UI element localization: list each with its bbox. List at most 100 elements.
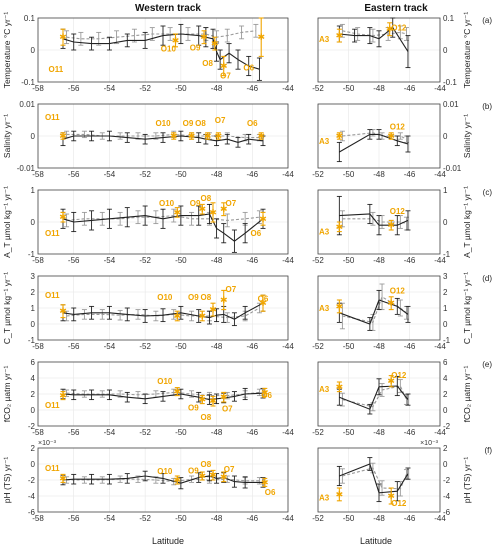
- y-tick-label: -1: [28, 336, 36, 345]
- x-tick-label: -50: [343, 428, 355, 437]
- obs-marker: ✱: [215, 132, 223, 142]
- x-tick-label: -48: [373, 428, 385, 437]
- obs-label: O8: [201, 413, 212, 422]
- obs-label: O8: [201, 460, 212, 469]
- panel-letter: (b): [482, 102, 492, 111]
- obs-label: O9: [188, 466, 199, 475]
- panel-e-western: -2 0 2 4 6 -58 -56 -54 -52 -50 -48 -46 -44 fCO₂ µatm …: [2, 358, 294, 437]
- obs-label: O7: [220, 72, 231, 81]
- panel-letter: (f): [484, 446, 492, 455]
- obs-label: O12: [391, 499, 407, 508]
- x-tick-label: -58: [32, 342, 44, 351]
- obs-marker: ✱: [259, 299, 267, 309]
- y-tick-label: 0: [443, 46, 448, 55]
- axes-frame: [317, 103, 441, 169]
- obs-marker: ✱: [174, 388, 182, 398]
- y-tick-label: 2: [443, 444, 448, 453]
- y-tick-label: 0: [443, 218, 448, 227]
- y-tick-label: -1: [28, 250, 36, 259]
- obs-label: O8: [201, 194, 212, 203]
- y-tick-label: 0: [31, 132, 36, 141]
- obs-marker: ✱: [386, 25, 394, 35]
- obs-marker: ✱: [199, 205, 207, 215]
- obs-label: O6: [261, 391, 272, 400]
- obs-label: O9: [183, 119, 194, 128]
- obs-marker: ✱: [209, 306, 217, 316]
- grey-series-line: [66, 478, 260, 483]
- y-axis-label: C_T µmol kg⁻¹ yr⁻¹: [2, 272, 12, 344]
- x-tick-label: -56: [68, 428, 80, 437]
- x-tick-label: -44: [282, 256, 294, 265]
- x-tick-label: -44: [282, 428, 294, 437]
- x-tick-label: -52: [139, 170, 151, 179]
- grey-series-line: [342, 295, 407, 324]
- obs-marker: ✱: [59, 392, 67, 402]
- axes-frame: [37, 189, 289, 255]
- x-tick-label: -58: [32, 428, 44, 437]
- obs-marker: ✱: [170, 132, 178, 142]
- panel-b-western: -0.01 0 0.01 -58 -56 -54 -52 -50 -48 -46 -44 Salini…: [2, 100, 294, 179]
- obs-label: O11: [45, 113, 60, 122]
- axes-frame: [37, 447, 289, 513]
- obs-marker: ✱: [209, 208, 217, 218]
- x-tick-label: -48: [211, 170, 223, 179]
- y-tick-label: -1: [443, 336, 451, 345]
- x-tick-label: -46: [247, 84, 259, 93]
- x-tick-label: -50: [175, 428, 187, 437]
- obs-label: O10: [157, 467, 173, 476]
- obs-label: A3: [319, 228, 330, 237]
- obs-marker: ✱: [220, 473, 228, 483]
- obs-marker: ✱: [387, 492, 395, 502]
- y-tick-label: 4: [443, 374, 448, 383]
- y-tick-label: 0.01: [443, 100, 459, 109]
- x-tick-label: -46: [404, 84, 416, 93]
- obs-label: O10: [157, 293, 173, 302]
- obs-label: A3: [319, 35, 330, 44]
- panels: -0.100.1-58 -56 -54 -52 -50 -48 -46 -44Temperat…: [2, 12, 492, 523]
- x-tick-label: -50: [175, 170, 187, 179]
- x-tick-label: -46: [247, 256, 259, 265]
- x-tick-label: -46: [404, 342, 416, 351]
- x-tick-label: -52: [312, 84, 324, 93]
- obs-marker: ✱: [199, 312, 207, 322]
- x-tick-label: -50: [175, 342, 187, 351]
- y-axis-label: pH (TS) yr⁻¹: [462, 457, 472, 504]
- eastern-track-header: Eastern track: [364, 3, 428, 14]
- y-axis-label: fCO₂ µatm yr⁻¹: [462, 366, 472, 423]
- obs-marker: ✱: [174, 312, 182, 322]
- x-tick-label: -52: [139, 256, 151, 265]
- axes-frame: [317, 361, 441, 427]
- obs-marker: ✱: [257, 132, 265, 142]
- obs-label: O10: [159, 199, 175, 208]
- y-tick-label: 0.1: [443, 14, 455, 23]
- grey-series-line: [342, 30, 407, 37]
- axes-frame: [317, 275, 441, 341]
- obs-marker: ✱: [387, 377, 395, 387]
- x-tick-label: -48: [373, 342, 385, 351]
- x-tick-label: -44: [282, 514, 294, 523]
- x-tick-label: -50: [343, 514, 355, 523]
- eastern-xlabel: Latitude: [360, 536, 392, 546]
- obs-marker: ✱: [211, 40, 219, 50]
- obs-label: O8: [201, 293, 212, 302]
- obs-label: O10: [161, 44, 177, 53]
- axes-frame: [37, 275, 289, 341]
- obs-label: O8: [195, 119, 206, 128]
- obs-label: O7: [226, 199, 237, 208]
- obs-marker: ✱: [174, 476, 182, 486]
- x-tick-label: -52: [312, 514, 324, 523]
- obs-marker: ✱: [220, 296, 228, 306]
- obs-marker: ✱: [59, 474, 67, 484]
- obs-marker: ✱: [59, 307, 67, 317]
- obs-label: O12: [391, 24, 407, 33]
- obs-label: A3: [319, 304, 330, 313]
- x-tick-label: -46: [247, 514, 259, 523]
- x-tick-label: -44: [282, 170, 294, 179]
- x-tick-label: -52: [312, 428, 324, 437]
- x-tick-label: -44: [434, 84, 446, 93]
- grey-series-line: [66, 215, 260, 221]
- x-tick-label: -52: [139, 514, 151, 523]
- x-tick-label: -48: [211, 514, 223, 523]
- obs-marker: ✱: [336, 302, 344, 312]
- western-xlabel: Latitude: [152, 536, 184, 546]
